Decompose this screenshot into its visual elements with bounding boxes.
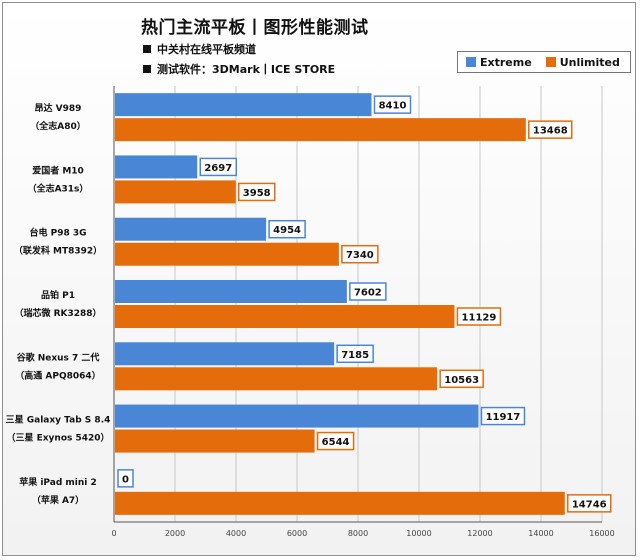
category-sublabel: （瑞芯微 RK3288） [14,307,101,319]
x-tick-label: 6000 [287,529,307,538]
x-tick-label: 12000 [467,529,492,538]
legend-item-extreme: Extreme [466,56,532,69]
data-label: 13468 [533,126,568,137]
bar-unlimited [115,242,339,266]
category-sublabel: （苹果 A7） [32,494,84,506]
legend-swatch-unlimited [545,57,556,67]
note-software-text: 测试软件：3DMark丨ICE STORE [157,63,336,76]
category-sublabel: （三星 Exynos 5420） [6,433,109,444]
data-label: 0 [122,474,129,485]
bar-extreme [115,280,347,303]
x-tick-label: 10000 [406,529,431,538]
x-tick-label: 16000 [589,529,614,538]
chart-title: 热门主流平板丨图形性能测试 [141,18,369,38]
data-label: 2697 [204,163,232,174]
bar-unlimited [115,180,236,204]
data-label: 10563 [444,375,479,386]
x-tick-label: 2000 [165,529,185,538]
data-label-box [237,182,276,202]
data-label-box [341,244,379,264]
bullet-square-icon [143,65,151,73]
x-tick-label: 8000 [348,529,368,538]
bullet-square-icon [143,45,151,53]
data-label-box [316,431,355,451]
data-label-box [373,95,412,114]
bar-unlimited [115,491,565,515]
bar-unlimited [115,367,438,391]
bar-unlimited [115,305,455,328]
category-label: 三星 Galaxy Tab S 8.4 [6,415,111,426]
data-label-box [480,406,526,426]
data-label-box [528,120,573,139]
bar-extreme [115,217,267,241]
category-label: 昂达 V989 [35,102,82,114]
legend-item-unlimited: Unlimited [545,55,620,69]
category-label: 品铂 P1 [41,289,75,301]
data-label: 7185 [341,350,369,361]
chart-note-software: 测试软件：3DMark丨ICE STORE [143,61,335,77]
category-label: 爱国者 M10 [32,164,84,176]
data-label-box [567,494,612,513]
category-label: 谷歌 Nexus 7 二代 [17,351,100,363]
bar-extreme [115,342,335,366]
data-label: 3958 [243,188,271,199]
x-tick-label: 0 [111,529,116,538]
category-sublabel: （全志A80） [30,120,86,132]
category-sublabel: （高通 APQ8064） [15,369,100,381]
chart-note-source: 中关村在线平板频道 [143,41,256,57]
category-sublabel: （全志A31s） [28,182,89,194]
data-label: 4954 [273,225,301,236]
data-label-box [456,307,502,326]
data-label-box [439,369,484,389]
bar-extreme [115,155,198,179]
data-label: 11129 [462,313,497,324]
x-tick-label: 4000 [226,529,246,538]
data-label: 7340 [346,250,374,261]
note-source-text: 中关村在线平板频道 [157,43,256,56]
category-label: 台电 P98 3G [29,227,86,239]
data-label-box [336,344,374,364]
data-label: 14746 [572,499,607,510]
bar-extreme [115,93,372,117]
data-label-box [199,157,238,177]
data-label-box [268,219,306,239]
data-label: 8410 [379,101,407,112]
category-label: 苹果 iPad mini 2 [19,476,97,488]
chart-legend: Extreme Unlimited [457,51,631,73]
legend-swatch-extreme [466,57,476,67]
bar-unlimited [115,118,526,142]
data-label: 11917 [486,412,521,423]
data-label-box [117,469,134,488]
data-label-box [349,282,387,301]
x-tick-label: 14000 [528,529,553,538]
data-label: 7602 [354,288,382,299]
category-sublabel: （联发科 MT8392） [14,245,102,257]
data-label: 6544 [322,437,350,448]
bar-unlimited [115,429,315,453]
legend-label-extreme: Extreme [480,55,532,69]
legend-label-unlimited: Unlimited [559,55,620,69]
bar-extreme [115,404,479,428]
